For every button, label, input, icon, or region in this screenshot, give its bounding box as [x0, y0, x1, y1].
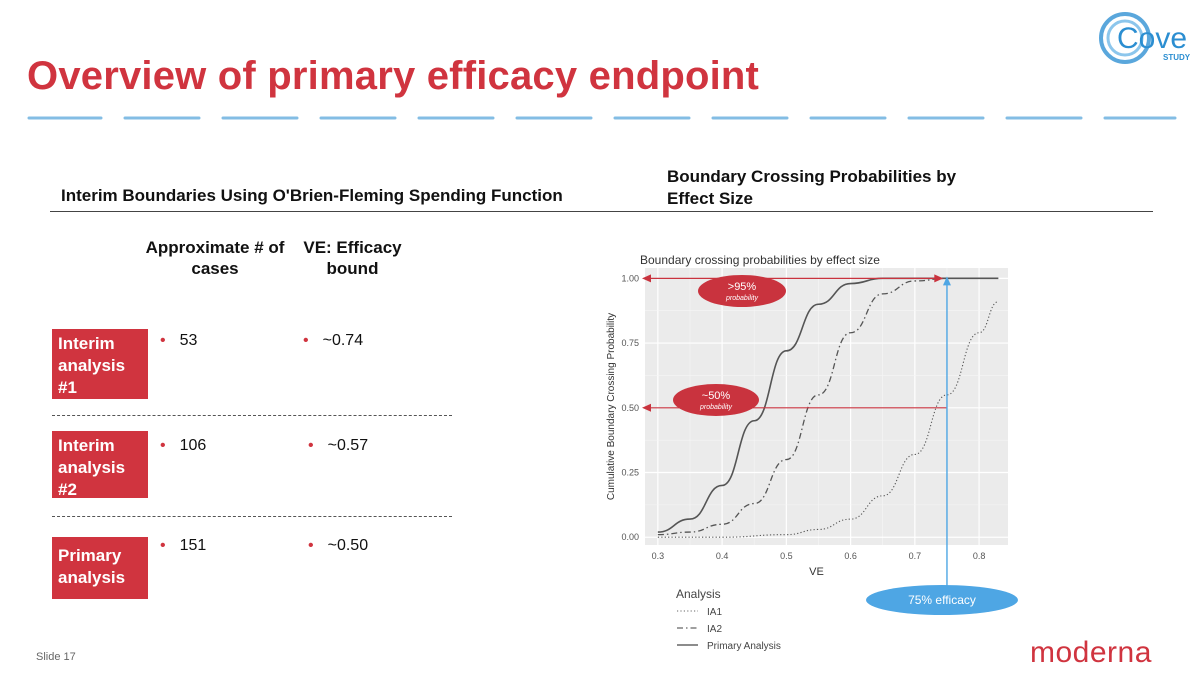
left-section-header: Interim Boundaries Using O'Brien-Fleming… [61, 186, 563, 205]
header-rule [50, 211, 1153, 212]
arrowhead-icon [642, 403, 651, 412]
cases-interim-2: • 106 [160, 437, 206, 455]
cove-logo-sub: STUDY [1163, 53, 1191, 62]
bound-value: ~0.50 [327, 537, 369, 554]
y-tick-label: 0.50 [621, 403, 639, 413]
annotation-badge-95 [698, 275, 786, 307]
cove-study-logo: Cove STUDY [1099, 12, 1191, 64]
annotation-badge-50 [673, 384, 759, 416]
bullet-icon: • [303, 332, 309, 349]
right-section-header: Boundary Crossing Probabilities by Effec… [667, 167, 957, 208]
row-divider [52, 415, 452, 416]
annotation-text-50: ~50% [702, 390, 731, 402]
bound-primary: • ~0.50 [308, 537, 368, 555]
y-tick-label: 0.75 [621, 338, 639, 348]
annotation-text-efficacy: 75% efficacy [908, 593, 976, 607]
x-axis-label: VE [809, 566, 824, 578]
bound-interim-2: • ~0.57 [308, 437, 368, 455]
page-title: Overview of primary efficacy endpoint [27, 54, 760, 98]
legend-title: Analysis [676, 587, 721, 601]
x-tick-label: 0.5 [780, 551, 793, 561]
x-tick-label: 0.4 [716, 551, 729, 561]
cases-primary: • 151 [160, 537, 206, 555]
bullet-icon: • [308, 437, 314, 454]
cases-value: 151 [179, 537, 207, 554]
chart-title: Boundary crossing probabilities by effec… [640, 253, 880, 267]
cases-interim-1: • 53 [160, 332, 197, 350]
arrowhead-icon [934, 274, 944, 283]
bound-value: ~0.57 [327, 437, 369, 454]
cove-logo-text: Cove [1117, 22, 1187, 55]
legend-label: IA2 [707, 624, 722, 635]
y-axis-label: Cumulative Boundary Crossing Probability [606, 313, 617, 500]
y-tick-label: 0.00 [621, 532, 639, 542]
bullet-icon: • [308, 537, 314, 554]
annotation-sub-50: probability [699, 404, 732, 411]
x-tick-label: 0.7 [909, 551, 922, 561]
annotation-text-95: >95% [728, 281, 757, 293]
row-label-interim-2: Interim analysis #2 [52, 431, 148, 499]
y-tick-label: 0.25 [621, 468, 639, 478]
column-header-cases: Approximate # of cases [145, 238, 285, 278]
series-line-ia1 [657, 301, 999, 538]
title-divider [27, 116, 1177, 120]
legend-label: Primary Analysis [707, 641, 781, 652]
x-tick-label: 0.6 [844, 551, 857, 561]
slide-number: Slide 17 [36, 651, 76, 663]
legend-label: IA1 [707, 607, 722, 618]
bullet-icon: • [160, 437, 166, 454]
bullet-icon: • [160, 537, 166, 554]
x-tick-label: 0.8 [973, 551, 986, 561]
cases-value: 53 [179, 332, 198, 349]
bound-value: ~0.74 [322, 332, 364, 349]
bullet-icon: • [160, 332, 166, 349]
bound-interim-1: • ~0.74 [303, 332, 363, 350]
cases-value: 106 [179, 437, 207, 454]
arrowhead-icon [642, 274, 651, 283]
row-label-interim-1: Interim analysis #1 [52, 329, 148, 399]
annotation-badge-efficacy [866, 585, 1018, 615]
y-tick-label: 1.00 [621, 273, 639, 283]
column-header-ve-bound: VE: Efficacy bound [303, 238, 402, 278]
moderna-logo: moderna [1030, 636, 1152, 669]
annotation-sub-95: probability [725, 295, 758, 302]
arrowhead-icon [942, 276, 951, 286]
row-label-primary: Primary analysis [52, 537, 148, 599]
row-divider [52, 516, 452, 517]
x-tick-label: 0.3 [652, 551, 665, 561]
